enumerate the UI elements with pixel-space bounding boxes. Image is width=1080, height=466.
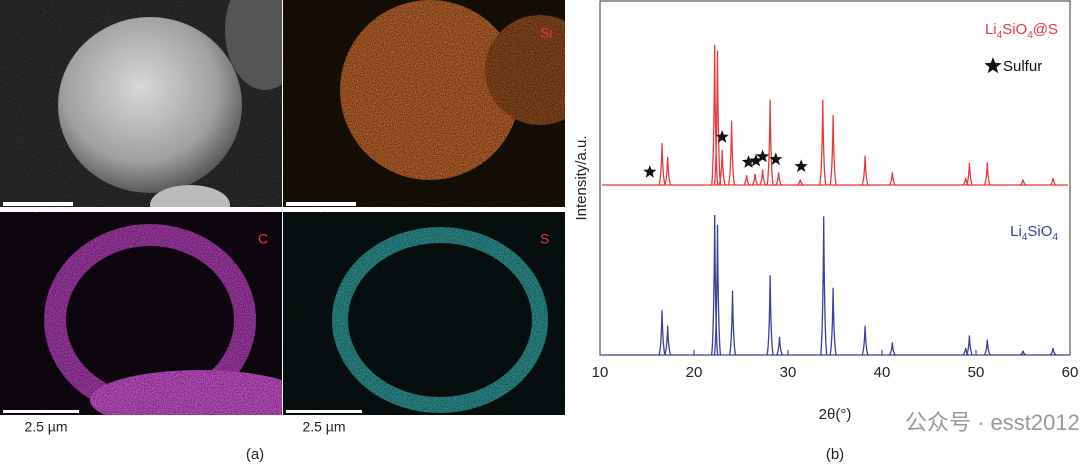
s-map	[283, 212, 565, 415]
peak	[888, 342, 896, 356]
peak	[983, 162, 991, 186]
xrd-chart: 10 20 30 40 50 60 Li4SiO4@S Li4SiO4 Sulfur	[592, 21, 1079, 381]
peak	[658, 142, 666, 186]
sem-image	[0, 0, 282, 207]
x-axis-label: 2θ(°)	[819, 406, 852, 423]
scale-bar-label: 2.5µm	[313, 207, 327, 213]
scale-bar-label: 2.5 µm	[302, 419, 345, 435]
element-label: Si	[540, 25, 552, 41]
panel-a-texts: Si C S 2.5µm 2.5µm 2.5 µm 2.5 µm (a)	[24, 25, 552, 463]
peak	[1049, 177, 1057, 186]
peak	[983, 339, 991, 356]
legend-label: Li4SiO4	[1010, 223, 1058, 243]
x-tick-label: 10	[592, 364, 609, 381]
peak	[713, 224, 722, 356]
peak	[888, 172, 896, 186]
element-label: S	[540, 231, 549, 247]
peak	[711, 44, 719, 186]
peak	[743, 175, 751, 186]
peak	[1049, 347, 1057, 356]
x-tick-label: 40	[874, 364, 891, 381]
peak	[728, 290, 737, 356]
x-tick-label: 60	[1062, 364, 1079, 381]
x-tick-label: 50	[968, 364, 985, 381]
sulfur-marker	[741, 155, 756, 168]
peak	[829, 114, 837, 186]
peak	[861, 325, 869, 356]
panel-label: (a)	[246, 446, 264, 463]
sulfur-marker	[794, 159, 808, 173]
peak	[711, 214, 719, 356]
peak	[766, 275, 774, 356]
peak	[965, 162, 974, 186]
element-label: C	[258, 231, 268, 247]
peak	[1019, 350, 1027, 356]
peak	[727, 120, 736, 186]
peak	[1019, 179, 1027, 186]
legend-label: Li4SiO4@S	[985, 21, 1058, 41]
panel-label: (b)	[826, 446, 844, 463]
si-map	[283, 0, 565, 207]
c-map	[0, 212, 282, 415]
sulfur-marker	[643, 165, 657, 178]
peak	[775, 172, 783, 186]
sulfur-marker	[715, 130, 729, 143]
peak	[820, 216, 828, 356]
x-tick-label: 20	[686, 364, 703, 381]
peak	[861, 155, 869, 186]
sulfur-marker	[749, 153, 763, 167]
sulfur-marker	[769, 152, 783, 166]
peak	[664, 325, 672, 356]
peak	[819, 99, 827, 186]
peak	[796, 179, 804, 186]
legend-marker	[984, 57, 1002, 74]
peak	[751, 173, 759, 186]
y-axis-label: Intensity/a.u.	[573, 135, 590, 220]
peak	[965, 335, 973, 356]
peak	[658, 310, 666, 356]
peak	[766, 99, 774, 186]
peak	[713, 50, 722, 186]
x-tick-label: 30	[780, 364, 797, 381]
peak	[759, 169, 767, 186]
watermark: 公众号 · esst2012	[905, 410, 1080, 435]
peak	[775, 336, 784, 356]
legend-label: Sulfur	[1003, 58, 1042, 75]
scale-bar-label: 2.5 µm	[24, 419, 67, 435]
scale-bar-label: 2.5µm	[28, 207, 42, 213]
peak	[664, 156, 672, 186]
peak	[829, 287, 837, 356]
peak	[718, 149, 726, 186]
sulfur-marker	[756, 149, 770, 163]
